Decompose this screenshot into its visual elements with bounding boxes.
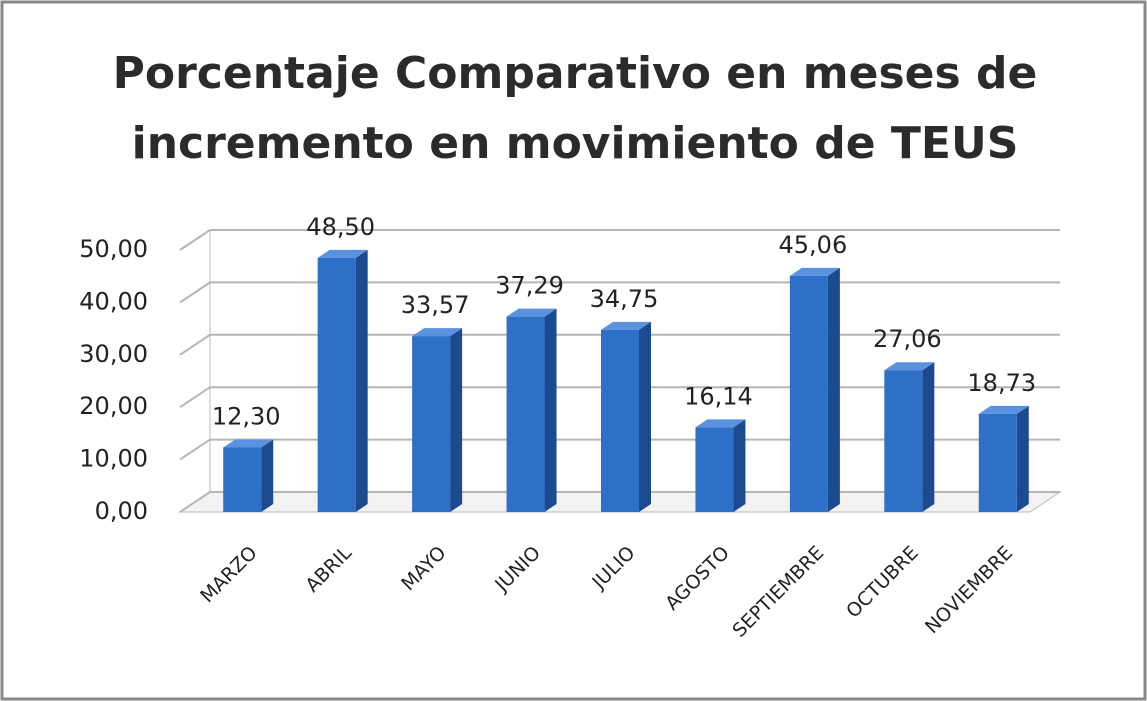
bar-face bbox=[355, 249, 368, 513]
bar bbox=[317, 249, 368, 513]
grid-line bbox=[179, 491, 1060, 513]
y-tick-label: 40,00 bbox=[79, 287, 148, 315]
grid-line bbox=[179, 333, 1060, 356]
bar-face bbox=[223, 439, 274, 448]
grid-line bbox=[179, 438, 1060, 461]
value-label: 27,06 bbox=[873, 325, 942, 353]
bar-face bbox=[884, 362, 935, 371]
bar-face bbox=[412, 336, 451, 512]
bar bbox=[695, 419, 746, 512]
bar-face bbox=[639, 321, 651, 512]
bar-face bbox=[506, 316, 545, 512]
grid-line bbox=[179, 281, 1060, 304]
bar-face bbox=[695, 419, 746, 428]
bar-face bbox=[317, 257, 356, 512]
value-label: 34,75 bbox=[590, 285, 659, 313]
bar bbox=[789, 267, 840, 512]
bar-face bbox=[695, 427, 734, 512]
bar-face bbox=[884, 370, 923, 512]
y-tick-label: 10,00 bbox=[79, 445, 148, 473]
y-tick-label: 0,00 bbox=[95, 497, 148, 525]
bar-face bbox=[733, 419, 746, 512]
bar bbox=[412, 328, 463, 512]
chart-title: incremento en movimiento de TEUS bbox=[132, 118, 1019, 169]
value-label: 37,29 bbox=[495, 272, 564, 300]
grid-line bbox=[179, 229, 1060, 251]
bar-face bbox=[789, 275, 828, 512]
y-tick-label: 50,00 bbox=[79, 235, 148, 263]
bar bbox=[601, 321, 651, 512]
value-label: 48,50 bbox=[306, 213, 375, 241]
value-label: 12,30 bbox=[212, 403, 281, 431]
value-label: 16,14 bbox=[684, 382, 753, 410]
bar-face bbox=[412, 328, 463, 337]
bar-face bbox=[450, 328, 463, 512]
bar-face bbox=[827, 267, 840, 512]
y-tick-label: 20,00 bbox=[79, 392, 148, 420]
bar-face bbox=[1016, 405, 1029, 512]
bar-face bbox=[317, 249, 368, 258]
value-label: 18,73 bbox=[967, 369, 1036, 397]
bar-face bbox=[544, 308, 557, 512]
grid-line bbox=[179, 386, 1060, 409]
bar-face bbox=[922, 362, 935, 512]
bar-face bbox=[978, 405, 1029, 414]
value-label: 45,06 bbox=[779, 231, 848, 259]
bar-face bbox=[601, 321, 651, 330]
value-label: 33,57 bbox=[401, 291, 470, 319]
bar-face bbox=[789, 267, 840, 276]
bar bbox=[506, 308, 557, 512]
chart-title: Porcentaje Comparativo en meses de bbox=[113, 48, 1038, 99]
bar bbox=[978, 405, 1029, 512]
bar bbox=[884, 362, 935, 512]
bar-face bbox=[978, 413, 1017, 512]
y-tick-label: 30,00 bbox=[79, 340, 148, 368]
bar bbox=[223, 439, 274, 512]
bar-face bbox=[223, 447, 262, 512]
bar-face bbox=[261, 439, 274, 512]
bar-face bbox=[601, 329, 639, 512]
bar-face bbox=[506, 308, 557, 317]
